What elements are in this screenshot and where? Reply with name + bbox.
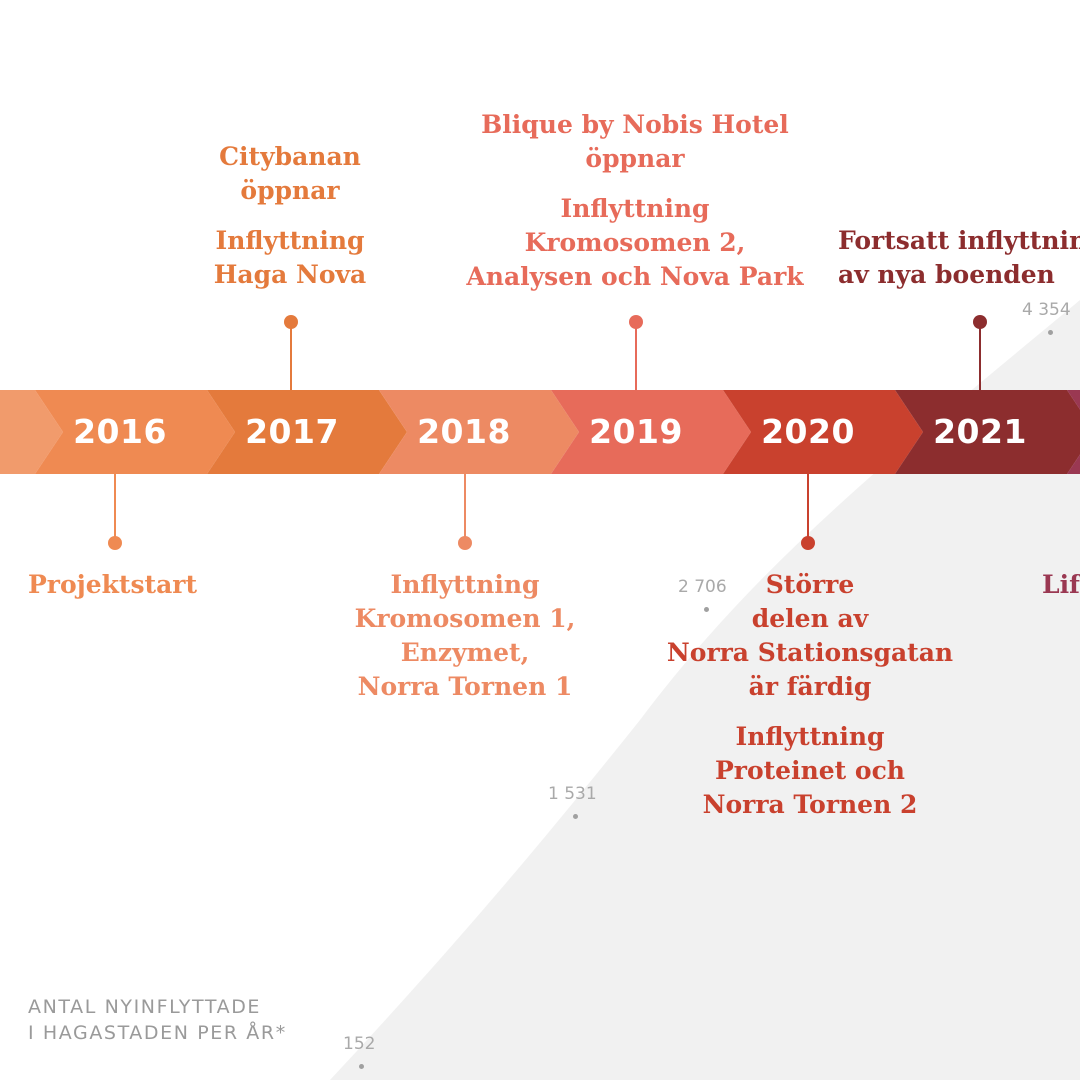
- band-segment-2018: [379, 390, 579, 474]
- value-label-2019: 2 706: [678, 577, 727, 597]
- year-2019: 2019: [589, 412, 683, 451]
- year-2016: 2016: [73, 412, 167, 451]
- marker-dot-2018: [458, 536, 472, 550]
- value-label-2020: 4 354: [1022, 300, 1071, 320]
- band-segment-2017: [207, 390, 407, 474]
- marker-dot-2019: [629, 315, 643, 329]
- event-2020-norra-stationsgatan: Större delen av Norra Stationsgatan är f…: [666, 570, 954, 701]
- stem-2020: [807, 474, 809, 542]
- marker-dot-2016: [108, 536, 122, 550]
- value-point-2020: [1048, 330, 1053, 335]
- band-segment-2021: [895, 390, 1080, 474]
- band-segment-next: [1067, 390, 1080, 474]
- event-2018-kromosomen-1: Inflyttning Kromosomen 1, Enzymet, Norra…: [354, 570, 576, 701]
- stem-2017: [290, 322, 292, 390]
- stem-2021: [979, 322, 981, 390]
- marker-dot-2021: [973, 315, 987, 329]
- value-label-2018: 1 531: [548, 784, 597, 804]
- marker-dot-2020: [801, 536, 815, 550]
- marker-dot-2017: [284, 315, 298, 329]
- stem-2018: [464, 474, 466, 542]
- residents-area: [330, 300, 1080, 1080]
- y-axis-caption: ANTAL NYINFLYTTADE I HAGASTADEN PER ÅR*: [28, 996, 287, 1044]
- event-2022-partial: Lif: [1042, 570, 1080, 599]
- stem-2016: [114, 474, 116, 542]
- year-2020: 2020: [761, 412, 855, 451]
- value-point-2019: [704, 607, 709, 612]
- event-2021-fortsatt: Fortsatt inflyttning av nya boenden: [838, 226, 1080, 289]
- event-2017-haga-nova: Inflyttning Haga Nova: [213, 226, 367, 289]
- value-label-2017: 152: [343, 1034, 376, 1054]
- band-segment-2020: [723, 390, 923, 474]
- event-2020-proteinet: Inflyttning Proteinet och Norra Tornen 2: [702, 722, 918, 819]
- event-2016-projektstart: Projektstart: [28, 570, 198, 599]
- year-2021: 2021: [933, 412, 1027, 451]
- band-segment-2019: [551, 390, 751, 474]
- value-point-2018: [573, 814, 578, 819]
- stem-2019: [635, 322, 637, 390]
- band-segment-2016: [35, 390, 235, 474]
- event-2019-hotel: Blique by Nobis Hotel öppnar: [481, 110, 789, 173]
- year-2017: 2017: [245, 412, 339, 451]
- event-2019-kromosomen-2: Inflyttning Kromosomen 2, Analysen och N…: [466, 194, 804, 291]
- band-segment-lead: [0, 390, 63, 474]
- year-2018: 2018: [417, 412, 511, 451]
- timeline-band: [0, 390, 1080, 474]
- event-2017-citybanan: Citybanan öppnar: [219, 142, 361, 205]
- value-point-2017: [359, 1064, 364, 1069]
